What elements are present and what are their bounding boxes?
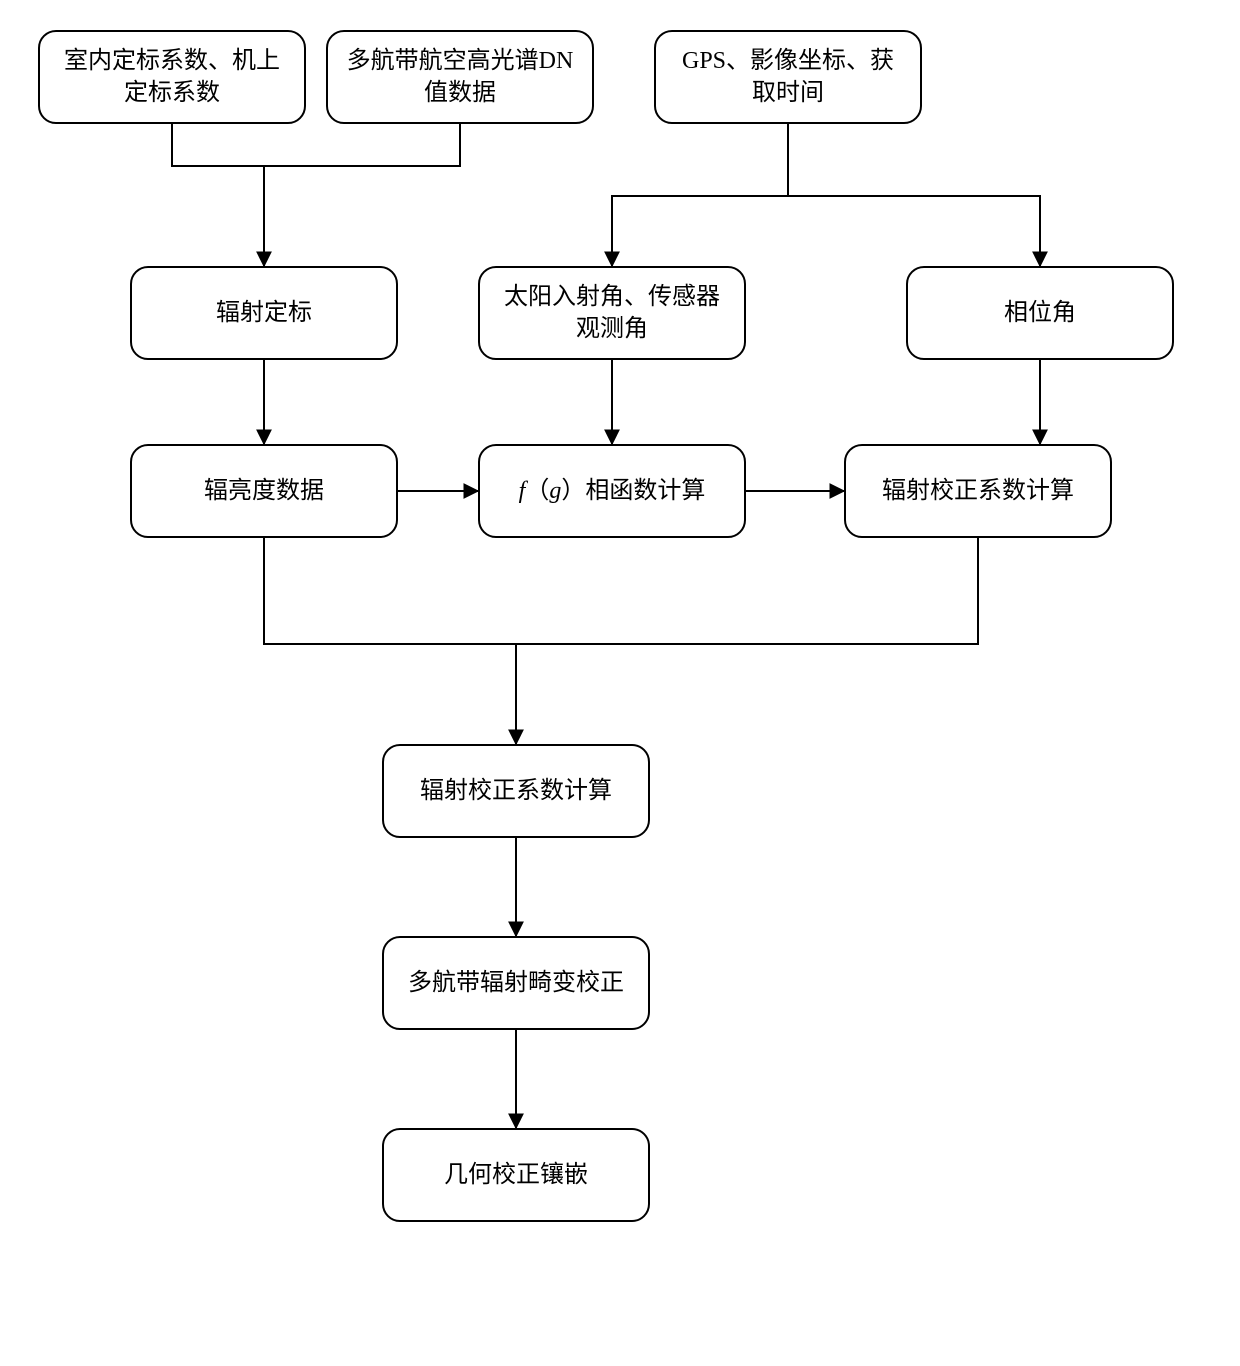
edge-e3	[612, 124, 788, 266]
node-indoor-coeff: 室内定标系数、机上定标系数	[38, 30, 306, 124]
node-dn-data: 多航带航空高光谱DN值数据	[326, 30, 594, 124]
node-phase-angle: 相位角	[906, 266, 1174, 360]
node-rad-corr-coeff-2: 辐射校正系数计算	[382, 744, 650, 838]
node-angles: 太阳入射角、传感器观测角	[478, 266, 746, 360]
node-rad-corr-coeff-1: 辐射校正系数计算	[844, 444, 1112, 538]
node-distortion-corr: 多航带辐射畸变校正	[382, 936, 650, 1030]
node-rad-calib: 辐射定标	[130, 266, 398, 360]
node-phase-func: f（g）相函数计算	[478, 444, 746, 538]
edge-e1	[172, 124, 460, 166]
node-gps-time: GPS、影像坐标、获取时间	[654, 30, 922, 124]
node-radiance: 辐亮度数据	[130, 444, 398, 538]
node-geo-mosaic: 几何校正镶嵌	[382, 1128, 650, 1222]
edge-e3b	[788, 196, 1040, 266]
edge-e9b	[516, 538, 978, 744]
edge-e2	[264, 124, 460, 266]
edge-e9	[264, 538, 978, 644]
